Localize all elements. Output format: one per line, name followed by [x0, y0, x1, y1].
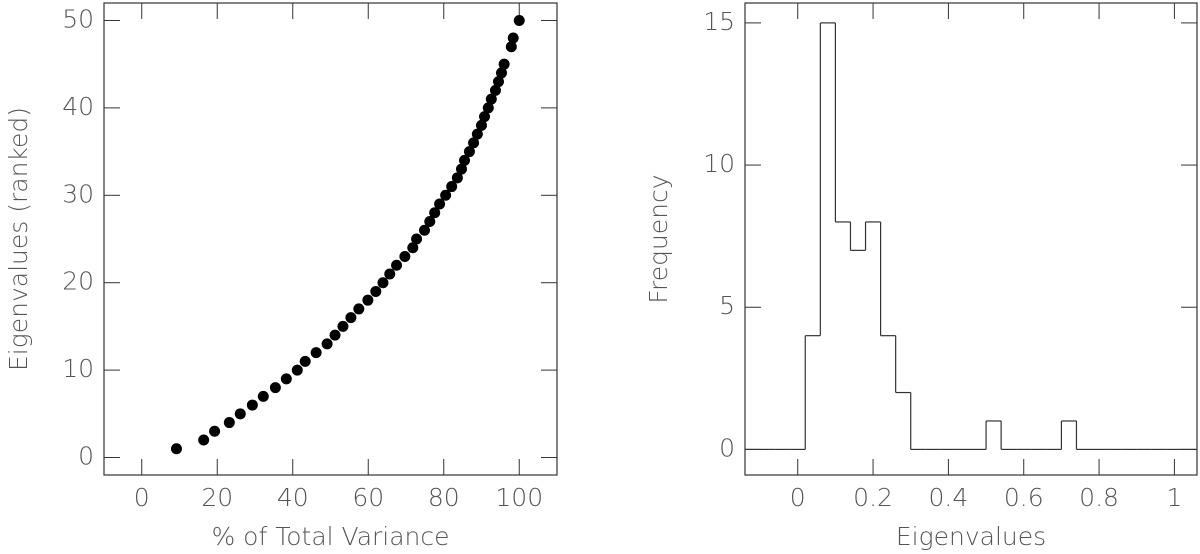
point [399, 250, 411, 262]
x-tick-label: 40 [277, 483, 309, 512]
point [299, 355, 311, 367]
y-tick-label: 40 [62, 92, 94, 121]
y-tick-label: 15 [703, 7, 735, 36]
y-tick-label: 0 [719, 433, 735, 462]
point [411, 233, 423, 245]
point [446, 181, 458, 193]
point [479, 111, 491, 123]
point [459, 154, 471, 166]
x-axis-label: Eigenvalues [896, 522, 1046, 551]
point [329, 329, 341, 341]
point [246, 399, 258, 411]
plot-frame [103, 2, 558, 476]
point [291, 364, 303, 376]
point [455, 163, 467, 175]
x-axis-label: % of Total Variance [211, 522, 449, 551]
point [434, 198, 446, 210]
point [489, 84, 501, 96]
point [170, 443, 182, 455]
x-tick-label: 0.2 [853, 483, 893, 512]
y-tick-label: 20 [62, 267, 94, 296]
y-tick-label: 0 [78, 442, 94, 471]
point [353, 303, 365, 315]
y-tick-label: 30 [62, 179, 94, 208]
y-tick-label: 50 [62, 4, 94, 33]
point [507, 32, 519, 44]
x-tick-label: 80 [428, 483, 460, 512]
point [424, 216, 436, 228]
point [362, 294, 374, 306]
point [482, 102, 494, 114]
x-tick-label: 60 [352, 483, 384, 512]
plot-frame [744, 2, 1198, 476]
point [451, 172, 463, 184]
y-tick-label: 5 [719, 291, 735, 320]
point [498, 58, 510, 70]
x-tick-label: 0 [790, 483, 806, 512]
point [209, 425, 221, 437]
x-tick-label: 1 [1166, 483, 1182, 512]
point [198, 434, 210, 446]
point [310, 347, 322, 359]
y-tick-label: 10 [62, 354, 94, 383]
y-tick-label: 10 [703, 149, 735, 178]
point [463, 146, 475, 158]
point [407, 242, 419, 254]
point [321, 338, 333, 350]
point [468, 137, 480, 149]
x-tick-label: 0.6 [1004, 483, 1044, 512]
y-axis-label: Frequency [644, 174, 673, 303]
x-tick-label: 20 [201, 483, 233, 512]
point [337, 320, 349, 332]
point [345, 312, 357, 324]
x-tick-label: 100 [495, 483, 543, 512]
point [384, 268, 396, 280]
x-tick-label: 0.8 [1079, 483, 1119, 512]
point [418, 224, 430, 236]
point [234, 408, 246, 420]
point [269, 382, 281, 394]
point [440, 189, 452, 201]
point [429, 207, 441, 219]
point [257, 390, 269, 402]
point [476, 119, 487, 131]
point [485, 93, 497, 105]
point [377, 277, 389, 289]
point [513, 14, 525, 26]
point [471, 128, 483, 140]
x-tick-label: 0.4 [929, 483, 969, 512]
point [492, 76, 504, 88]
point [280, 373, 292, 385]
point [370, 285, 382, 297]
point [496, 67, 508, 79]
point [223, 417, 235, 429]
point [391, 259, 403, 271]
x-tick-label: 0 [134, 483, 150, 512]
y-axis-label: Eigenvalues (ranked) [4, 107, 33, 371]
point [505, 41, 517, 53]
